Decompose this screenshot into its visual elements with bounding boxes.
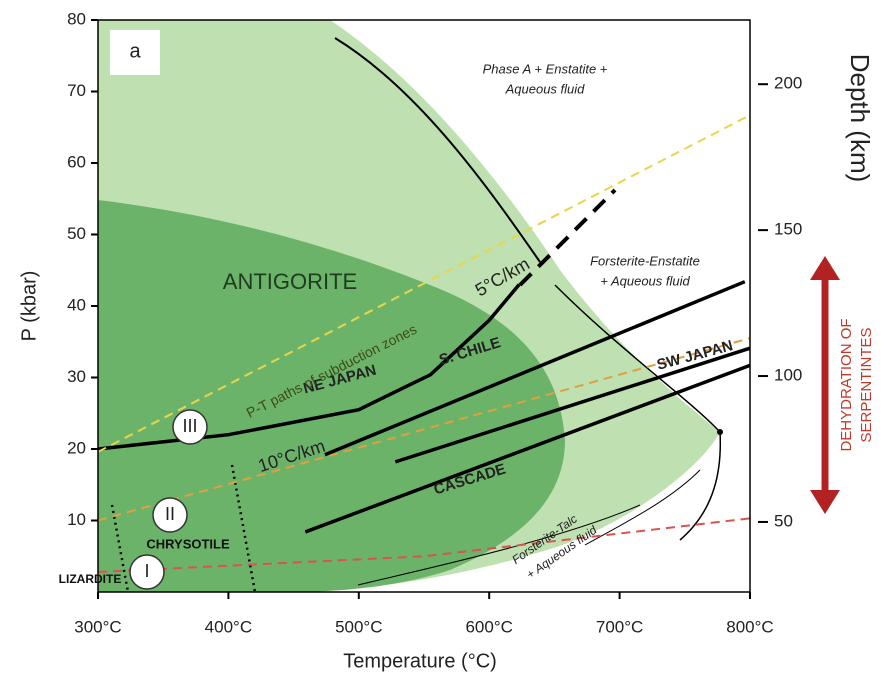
x-tick-label: 700°C <box>596 617 643 636</box>
y2-axis-label: Depth (km) <box>845 54 875 183</box>
annotation: DEHYDRATION OF <box>838 318 855 451</box>
geotherm-line <box>394 346 751 464</box>
annotation: CHRYSOTILE <box>146 536 230 551</box>
x-tick-label: 500°C <box>335 617 382 636</box>
annotation: Phase A + Enstatite + <box>483 61 608 76</box>
x-tick-label: 600°C <box>465 617 512 636</box>
y2-tick-label: 200 <box>774 74 802 93</box>
y2-tick-label: 100 <box>774 366 802 385</box>
boundary-line <box>554 284 722 541</box>
y-tick-label: 40 <box>67 295 86 314</box>
y-tick-label: 70 <box>67 81 86 100</box>
panel-label: a <box>129 40 141 62</box>
y-tick-label: 80 <box>67 9 86 28</box>
boundary-line <box>334 37 541 263</box>
y-tick-label: 60 <box>67 152 86 171</box>
dashed-extension <box>518 188 617 287</box>
x-tick-label: 400°C <box>205 617 252 636</box>
dashed-line <box>97 337 751 522</box>
numeral-circle <box>152 497 188 533</box>
dashed-line <box>97 517 751 573</box>
annotation: I <box>144 561 149 581</box>
x-tick-label: 300°C <box>74 617 121 636</box>
boundary-line <box>357 504 641 586</box>
y-tick-label: 10 <box>67 510 86 529</box>
y2-tick-label: 150 <box>774 220 802 239</box>
invariant-point <box>717 429 723 435</box>
geotherm-line <box>324 280 746 457</box>
dashed-line <box>97 114 751 453</box>
x-axis-label: Temperature (°C) <box>343 650 497 672</box>
y2-tick-label: 50 <box>774 511 793 530</box>
numeral-circle <box>129 554 165 590</box>
y-tick-label: 30 <box>67 367 86 386</box>
dotted-boundary <box>110 504 130 593</box>
geotherm-line <box>97 283 521 451</box>
annotation: Aqueous fluid <box>505 81 586 96</box>
numeral-circle <box>172 409 208 445</box>
y-axis-label: P (kbar) <box>18 271 40 342</box>
annotation: Forsterite-Enstatite <box>590 253 700 268</box>
annotation: + Aqueous fluid <box>600 273 690 288</box>
dark-green-region <box>98 200 565 592</box>
y-tick-label: 20 <box>67 438 86 457</box>
geotherm-line <box>304 363 751 534</box>
annotation: II <box>165 504 175 524</box>
annotation: SERPENTINTES <box>858 327 875 442</box>
annotation: III <box>182 416 197 436</box>
panel-label-box <box>110 30 160 75</box>
x-tick-label: 800°C <box>726 617 773 636</box>
y-tick-label: 50 <box>67 224 86 243</box>
boundary-line <box>584 469 701 546</box>
annotation: LIZARDITE <box>59 572 122 586</box>
annotation: ANTIGORITE <box>223 269 357 294</box>
